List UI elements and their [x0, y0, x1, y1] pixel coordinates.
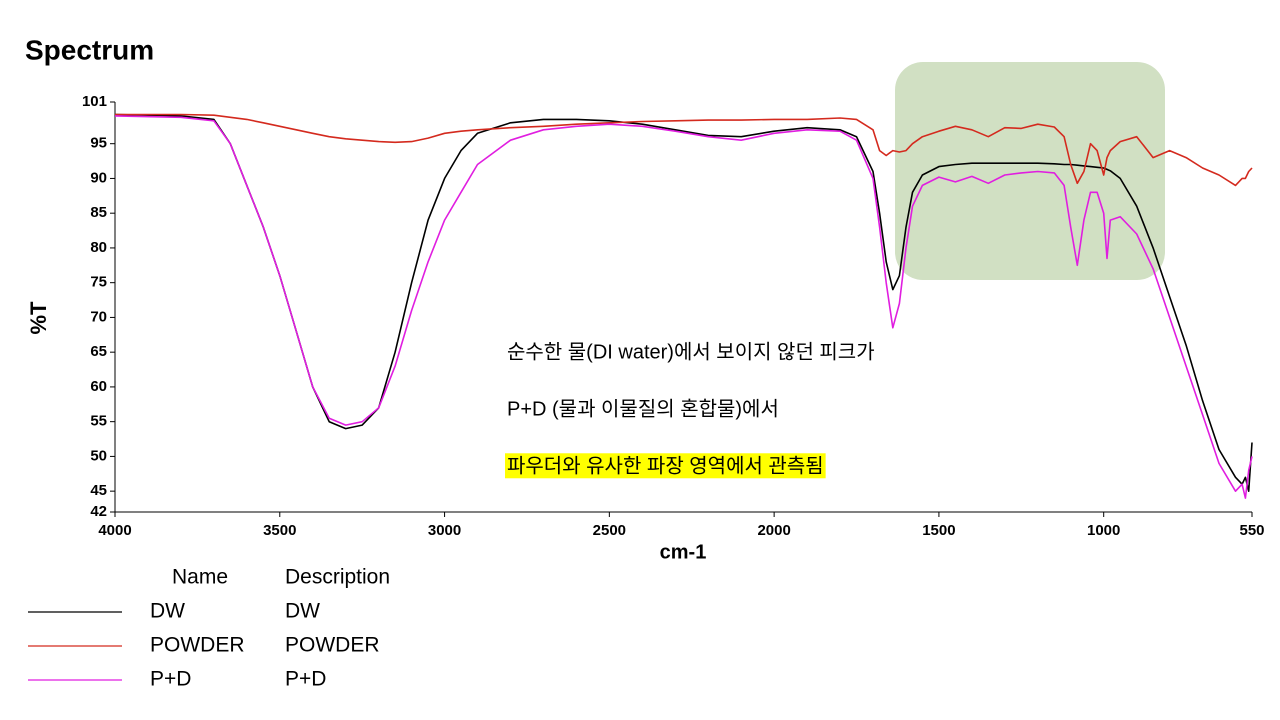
y-tick-label: 80 [90, 239, 107, 256]
series-line [114, 115, 1253, 499]
y-tick-label: 42 [90, 503, 107, 520]
annotation: P+D (물과 이물질의 혼합물)에서 [507, 397, 779, 420]
legend-label: P+D [150, 668, 191, 691]
series-line [114, 113, 1253, 492]
legend-header: Name [172, 566, 228, 589]
legend-description: DW [285, 600, 320, 623]
y-tick-label: 65 [90, 343, 107, 360]
annotation: 순수한 물(DI water)에서 보이지 않던 피크가 [507, 340, 875, 363]
y-tick-label: 90 [90, 169, 107, 186]
y-tick-label: 50 [90, 447, 107, 464]
legend-header: Description [285, 566, 390, 589]
y-tick-label: 75 [90, 274, 107, 291]
legend-label: DW [150, 600, 185, 623]
annotation-highlight [505, 453, 826, 479]
x-tick-label: 3000 [428, 522, 461, 539]
legend-description: POWDER [285, 634, 380, 657]
y-tick-label: 95 [90, 135, 107, 152]
y-tick-label: 60 [90, 378, 107, 395]
x-axis-title: cm-1 [660, 541, 707, 563]
series-line [115, 113, 1253, 187]
y-tick-label: 55 [90, 413, 107, 430]
y-axis-title: %T [26, 301, 51, 335]
highlight-box [895, 62, 1165, 280]
y-tick-label: 70 [90, 308, 107, 325]
x-tick-label: 2500 [593, 522, 626, 539]
x-tick-label: 1500 [922, 522, 955, 539]
x-tick-label: 550 [1239, 522, 1264, 539]
x-tick-label: 4000 [98, 522, 131, 539]
y-tick-label: 45 [90, 482, 107, 499]
legend-description: P+D [285, 668, 326, 691]
legend-label: POWDER [150, 634, 245, 657]
y-tick-label: 101 [82, 93, 107, 110]
x-tick-label: 1000 [1087, 522, 1120, 539]
x-tick-label: 3500 [263, 522, 296, 539]
annotation: 파우더와 유사한 파장 영역에서 관측됨 [507, 454, 824, 477]
chart-title: Spectrum [25, 34, 154, 65]
y-tick-label: 85 [90, 204, 107, 221]
x-tick-label: 2000 [757, 522, 790, 539]
